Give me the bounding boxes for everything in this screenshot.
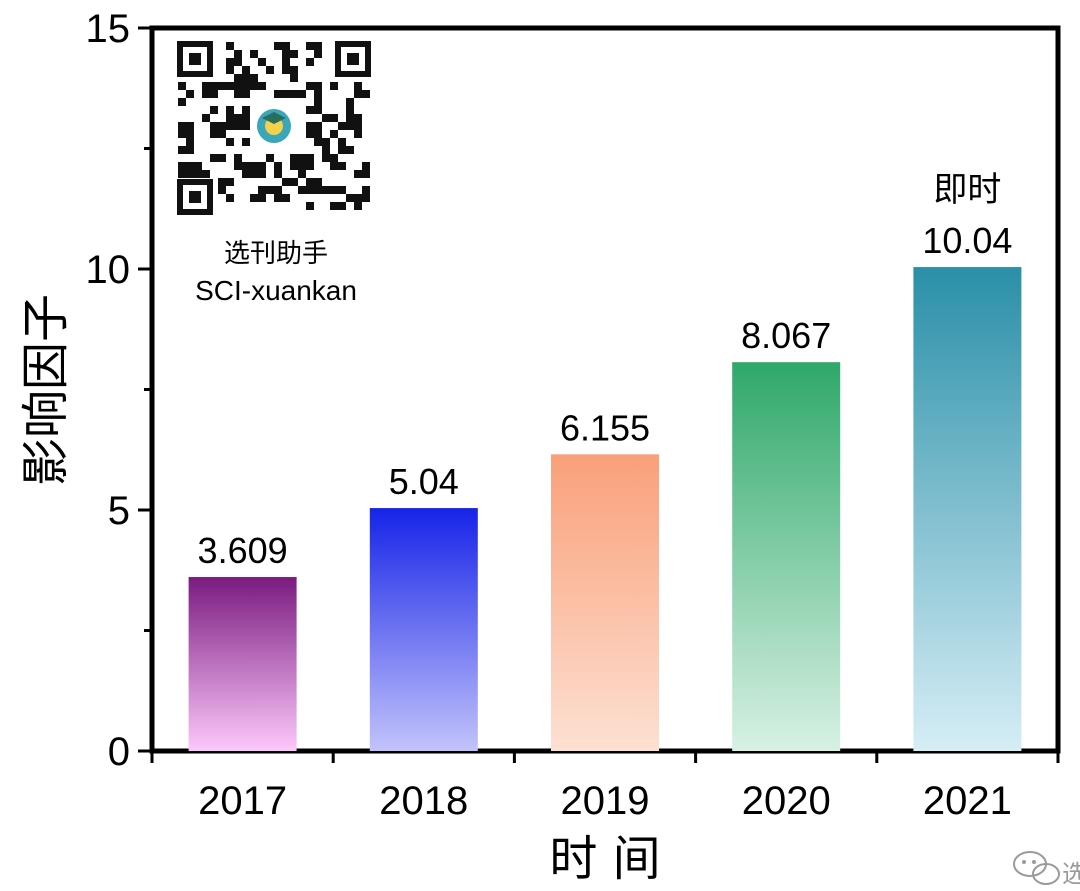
corner-text: 选: [1062, 860, 1080, 888]
x-axis-title: 时 间: [549, 831, 660, 887]
data-label-2018: 5.04: [389, 461, 459, 502]
bar-2018: [369, 508, 478, 751]
bar-2017: [188, 577, 297, 751]
bar-2021: [913, 267, 1022, 751]
x-tick-label: 2020: [742, 779, 831, 823]
bar-2019: [551, 454, 659, 751]
bars: [188, 267, 1022, 751]
data-label-2020: 8.067: [741, 315, 831, 356]
y-axis-title: 影响因子: [18, 294, 74, 486]
wechat-icon: [1013, 851, 1060, 885]
y-axis-ticks: 0 5 10 15: [86, 7, 152, 774]
y-tick-label: 10: [86, 248, 131, 292]
x-tick-label: 2017: [198, 779, 287, 823]
x-tick-label: 2018: [379, 779, 468, 823]
x-axis-ticks: [150, 751, 1060, 763]
y-tick-label: 5: [108, 489, 130, 533]
data-label-2019: 6.155: [560, 407, 650, 448]
x-tick-label: 2019: [561, 779, 650, 823]
x-tick-label: 2021: [923, 779, 1012, 823]
annotation-label: 即时: [933, 170, 1001, 210]
y-tick-label: 0: [108, 730, 130, 774]
data-label-2021: 10.04: [922, 220, 1012, 261]
data-label-2017: 3.609: [198, 530, 288, 571]
watermark-en: SCI-xuankan: [195, 275, 357, 306]
bar-2020: [732, 362, 841, 751]
data-labels: 3.609 2017 5.04 2018 6.155 2019 8.067 2020 10.04…: [198, 170, 1013, 823]
qr-code-icon: [177, 41, 371, 215]
watermark-cn: 选刊助手: [224, 239, 328, 269]
y-tick-label: 15: [86, 7, 131, 51]
